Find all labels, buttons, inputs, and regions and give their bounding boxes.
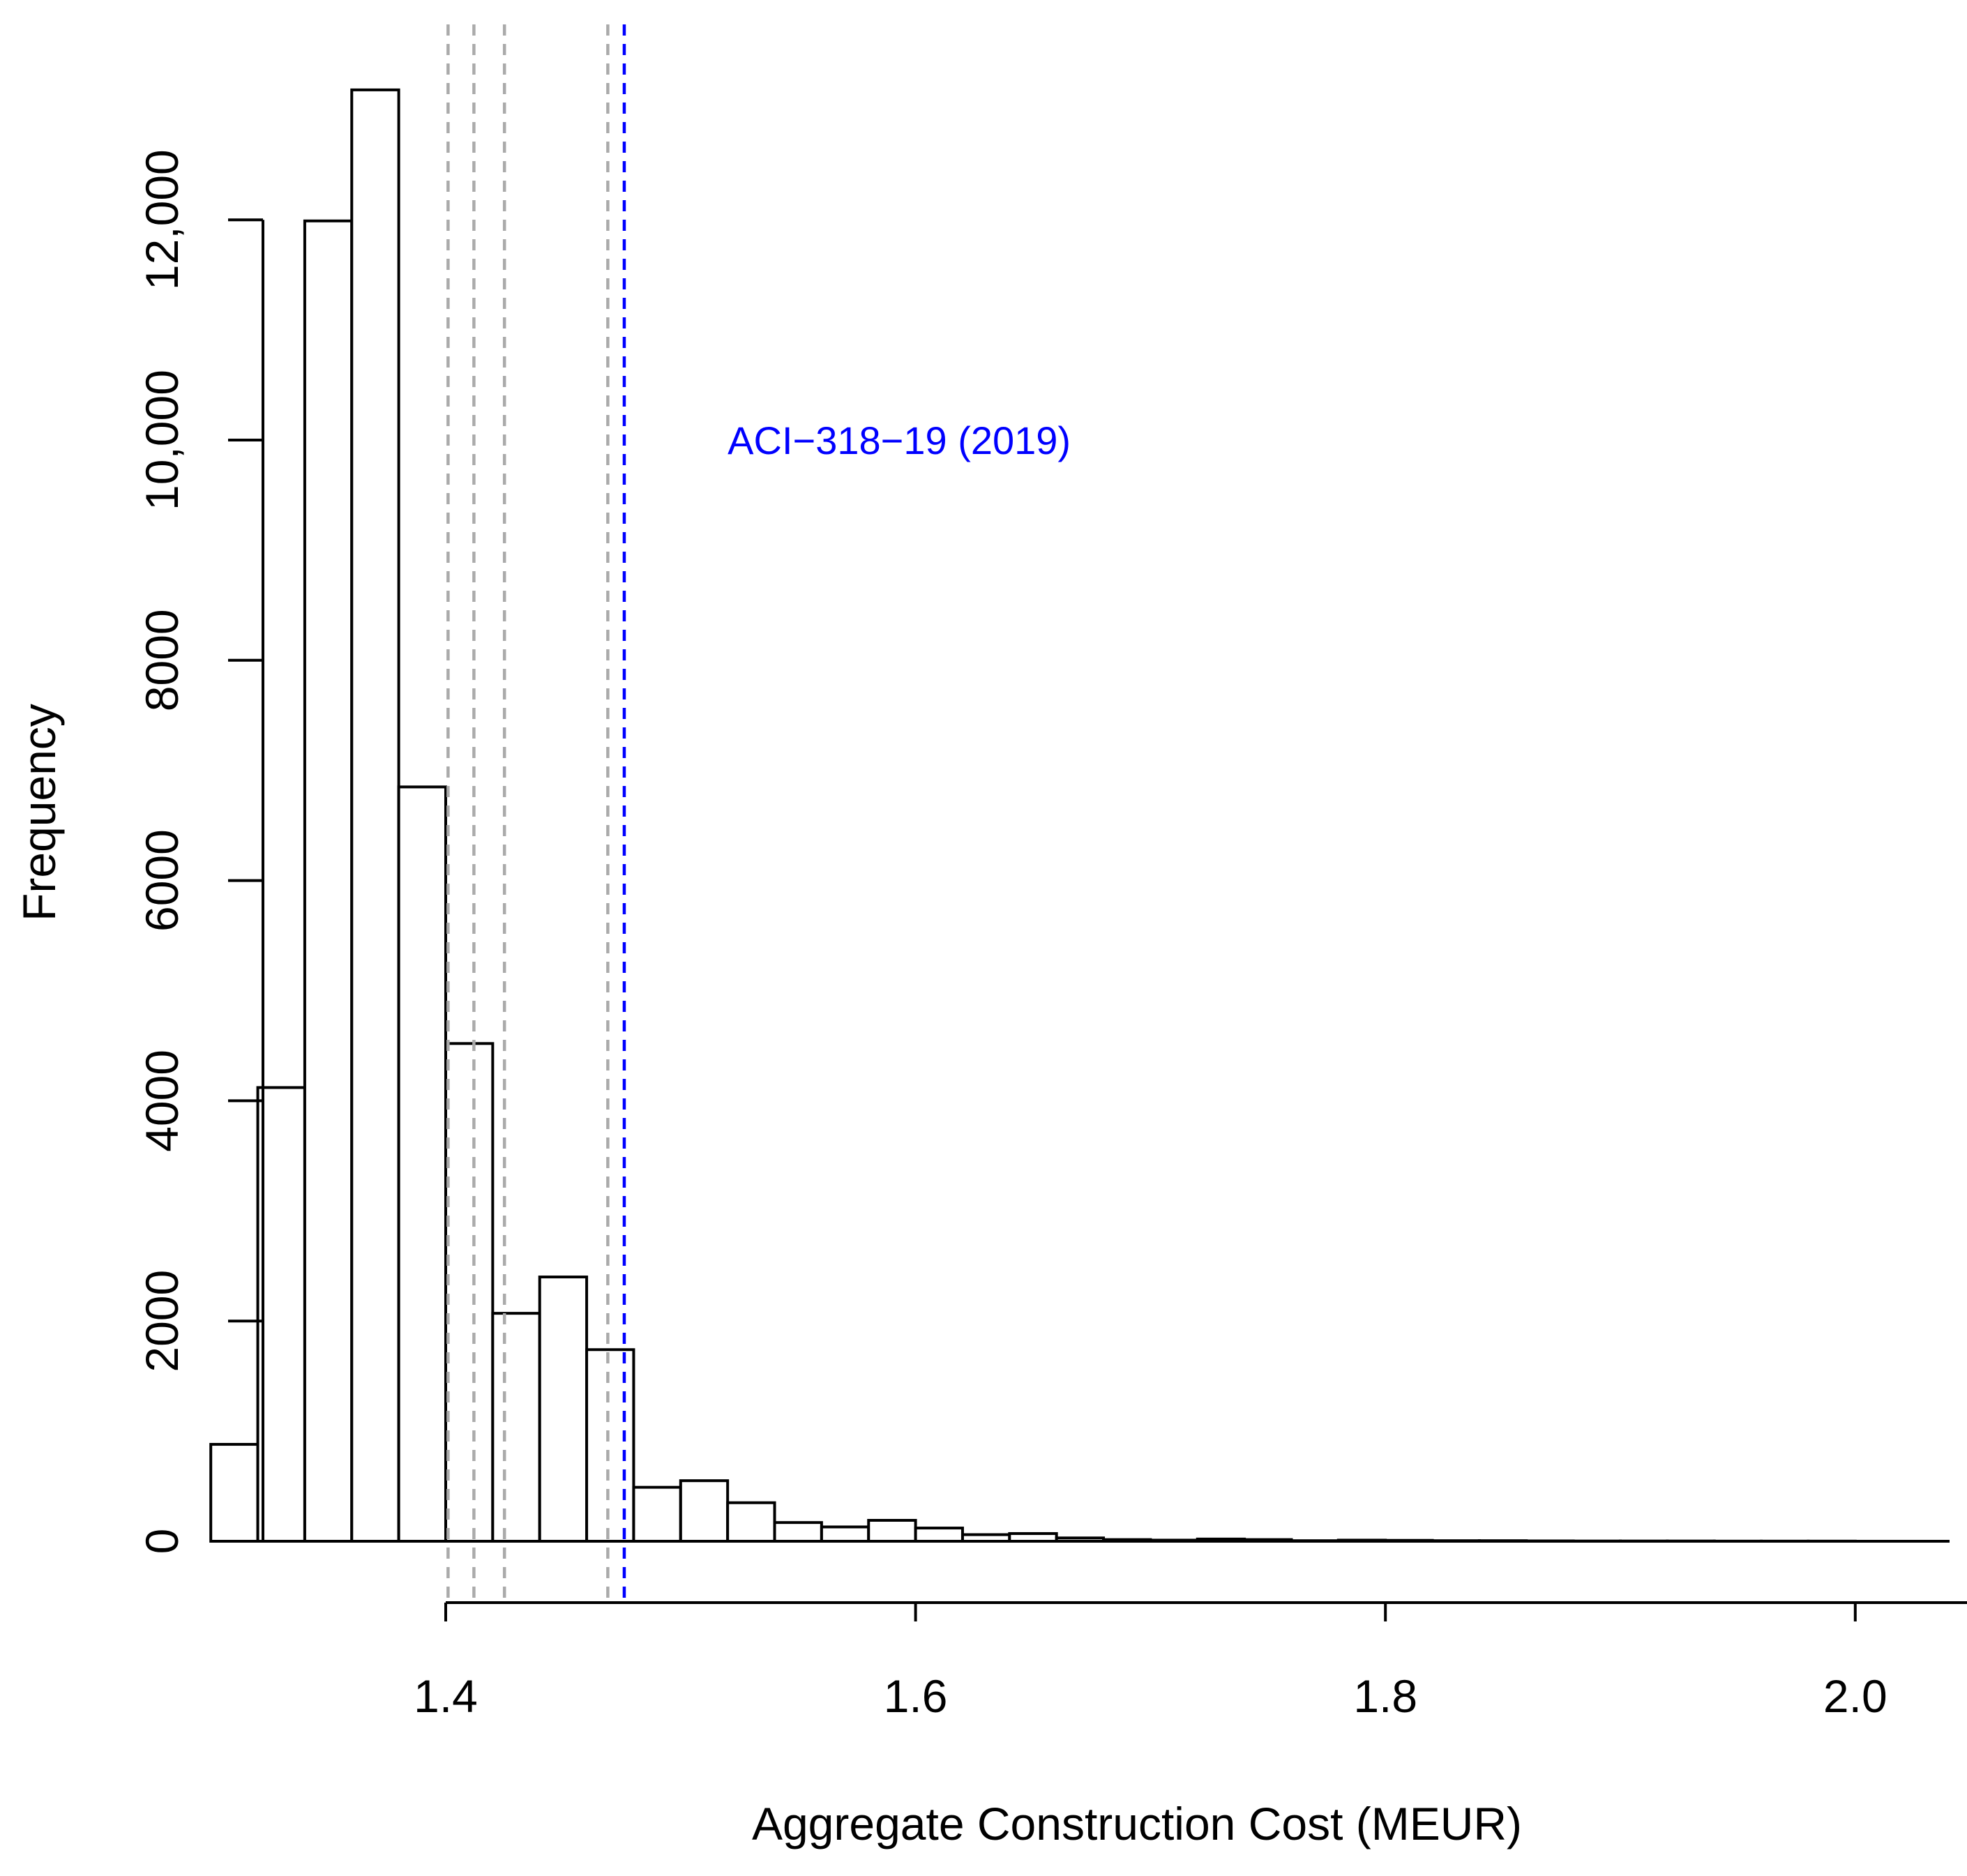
histogram-bar-14 — [867, 1519, 917, 1543]
y-axis-label: Frequency — [13, 704, 65, 921]
x-tick-label-3: 2.0 — [1823, 1670, 1887, 1722]
y-tick-label-5: 10,000 — [136, 370, 188, 510]
reference-lines: ACI−318−19 (2019)EC2 (2004) — [446, 24, 1071, 1603]
histogram-bar-0 — [209, 1443, 259, 1543]
x-axis-label: Aggregate Construction Cost (MEUR) — [752, 1798, 1522, 1849]
y-axis: 0 2000 4000 6000 8000 10,000 12,000 — [136, 149, 264, 1554]
x-tick-label-1: 1.6 — [884, 1670, 948, 1722]
histogram-bar-8 — [585, 1348, 635, 1543]
histogram-bar-7 — [538, 1276, 589, 1543]
y-tick-label-4: 8000 — [136, 609, 188, 711]
histogram-bar-13 — [820, 1525, 871, 1543]
x-tick-label-0: 1.4 — [414, 1670, 478, 1722]
x-tick-label-2: 1.8 — [1353, 1670, 1417, 1722]
histogram-bar-5 — [444, 1042, 495, 1543]
x-axis: 1.41.61.82.02.22.42.6 — [211, 1540, 1967, 1722]
y-tick-label-3: 6000 — [136, 829, 188, 932]
y-tick-label-6: 12,000 — [136, 149, 188, 290]
histogram-bar-1 — [256, 1086, 306, 1543]
y-tick-label-1: 2000 — [136, 1270, 188, 1372]
histogram-bar-12 — [773, 1521, 823, 1543]
histogram-bar-6 — [491, 1312, 541, 1543]
y-tick-label-2: 4000 — [136, 1050, 188, 1152]
histogram-bar-2 — [303, 219, 354, 1543]
histogram-bar-15 — [914, 1527, 964, 1543]
histogram-bar-11 — [726, 1501, 776, 1543]
histogram-bars — [209, 88, 1857, 1543]
y-tick-label-0: 0 — [136, 1529, 188, 1554]
histogram-bar-9 — [632, 1485, 682, 1543]
histogram-bar-3 — [350, 88, 400, 1543]
ref-label-aci-318-19: ACI−318−19 (2019) — [728, 418, 1071, 462]
histogram-bar-10 — [679, 1479, 730, 1543]
histogram-bar-4 — [397, 785, 448, 1543]
